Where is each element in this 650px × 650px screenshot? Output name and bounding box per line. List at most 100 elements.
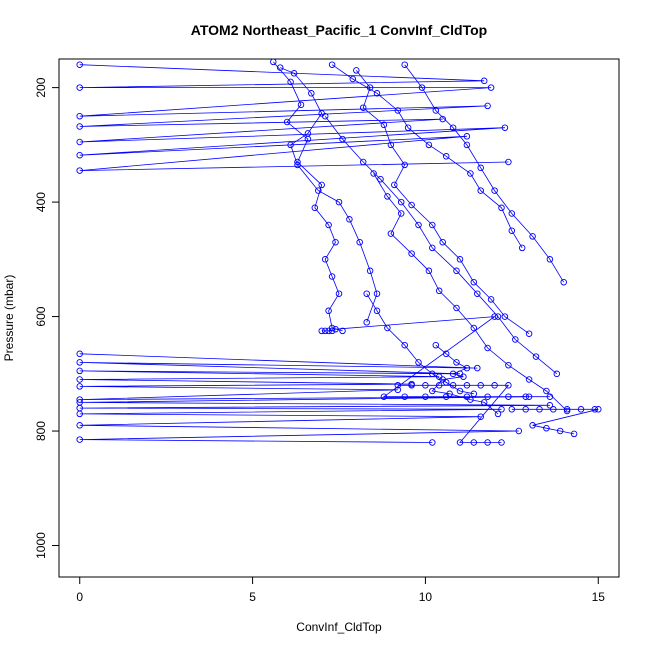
data-point [335,198,343,206]
data-point [76,422,83,429]
data-point [76,138,83,146]
y-tick-label: 200 [34,77,48,97]
series-line-12 [431,344,499,415]
data-point [283,118,291,126]
data-point [76,410,83,418]
data-point [401,341,408,349]
data-point [359,158,367,166]
data-point [442,350,450,358]
data-point [508,406,516,413]
data-point [494,410,502,418]
data-point [318,181,325,189]
data-point [332,238,339,246]
data-point [491,187,498,194]
series-line-7 [373,173,568,412]
data-point [470,324,478,332]
data-point [498,204,505,212]
data-point [328,273,336,280]
series-line-13 [366,293,474,395]
data-point [404,124,412,131]
data-point [522,406,529,413]
series-line-10 [511,408,599,435]
data-point [321,112,329,120]
data-point [525,330,533,337]
data-point [321,256,329,263]
data-point [363,290,370,297]
data-point [501,313,509,320]
data-point [76,112,83,120]
series-line-4 [355,70,530,335]
data-point [373,307,381,315]
data-point [76,61,83,68]
data-point [553,370,561,378]
data-point [484,393,491,400]
data-point [325,221,332,229]
data-point [591,406,599,413]
series-line-0 [79,64,509,171]
y-axis-label: Pressure (mbar) [2,275,16,362]
data-point [546,256,554,263]
data-point [467,396,474,403]
x-tick-label: 0 [76,590,83,604]
data-point [328,327,336,335]
data-point [487,296,495,303]
data-point [453,304,460,312]
data-point [505,393,512,400]
data-point [297,101,305,109]
data-point [505,158,512,166]
data-point [463,382,471,389]
data-point [76,151,83,159]
data-point [429,387,436,395]
data-point [505,382,512,389]
series-line-5 [404,64,565,283]
data-point [408,250,415,257]
data-point [380,393,388,400]
data-point [484,439,491,446]
data-point [446,390,453,398]
data-point [546,402,554,409]
data-point [525,376,533,383]
data-point [287,78,294,86]
data-point [463,364,471,372]
data-point [546,393,554,400]
data-point [556,427,564,435]
data-point [397,210,405,217]
data-point [377,175,384,183]
data-point [387,230,395,237]
data-point [294,161,301,169]
x-axis: 0 5 10 15 [76,576,605,604]
data-point [435,287,443,295]
data-point [525,393,533,400]
data-point [325,327,332,335]
data-point [442,153,450,160]
data-point [429,370,436,378]
data-point [422,393,429,400]
data-point [477,413,484,420]
data-point [460,373,467,380]
data-point [563,406,571,413]
data-point [318,327,325,335]
data-point [76,367,83,375]
data-point [397,198,405,206]
data-point [470,439,478,446]
series-line-8 [79,353,550,443]
data-point [505,361,512,369]
data-point [484,102,491,110]
data-point [339,135,346,143]
y-tick-label: 400 [34,192,48,212]
data-point [449,370,457,378]
data-point [401,61,408,68]
series-line-6 [324,115,558,375]
data-point [335,290,343,297]
data-point [577,406,585,413]
data-point [470,390,478,398]
data-point [480,77,488,85]
data-point [536,406,543,413]
data-point [470,278,478,286]
series-line-11 [397,384,510,443]
data-point [456,387,464,395]
data-point [328,61,336,68]
data-point [498,406,505,413]
data-point [474,290,481,297]
